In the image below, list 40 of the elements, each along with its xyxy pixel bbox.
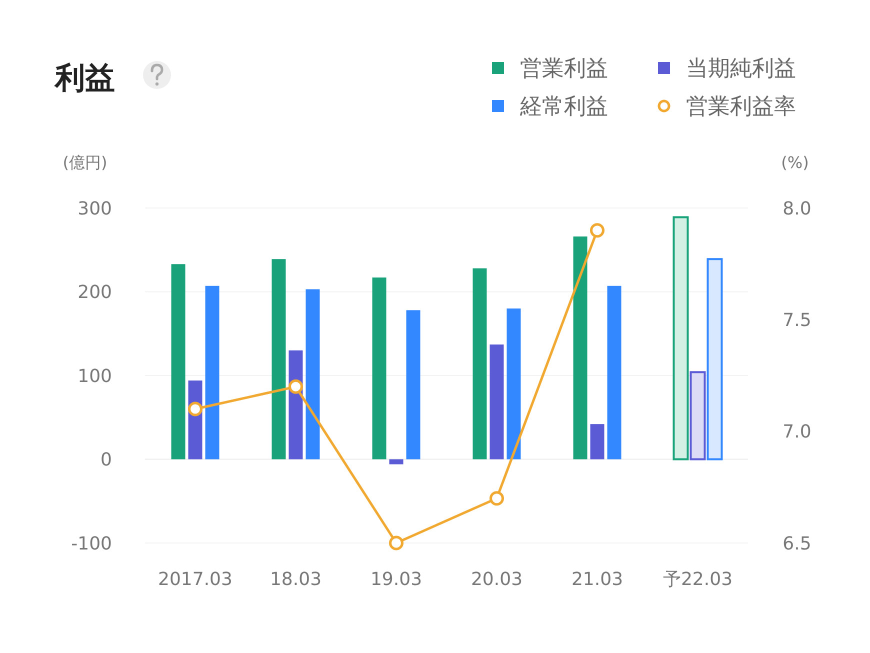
legend-label: 当期純利益 [686,56,796,82]
legend-label: 経常利益 [519,94,608,120]
point [288,379,303,394]
bar [306,289,320,460]
x-tick-label: 19.03 [370,569,422,590]
bar [490,344,504,460]
y2-tick-label: 8.0 [782,198,812,220]
y2-tick-label: 7.5 [782,310,812,331]
y-tick-label: -100 [71,533,112,554]
y-tick-label: 0 [100,450,112,471]
y-tick-label: 200 [78,282,112,304]
bar [372,278,386,460]
point [188,402,202,416]
bar [205,286,220,460]
y-tick-label: 300 [78,198,112,220]
y2-tick-label: 7.0 [782,422,812,443]
legend-label: 営業利益 [520,56,608,82]
y2-tick-label: 6.5 [782,533,812,554]
bar [406,310,420,460]
bar [171,264,186,460]
x-tick-label: 20.03 [470,569,523,590]
x-tick-label: 21.03 [571,569,624,590]
x-tick-label: 18.03 [270,569,322,590]
x-tick-label: 2017.03 [158,569,232,590]
y2-axis-title: (%) [781,153,809,172]
bar [607,286,622,460]
point [389,536,404,550]
bar [573,236,588,460]
bar [472,268,487,460]
bar [272,259,286,460]
chart-title: 利益 [54,61,115,96]
point [490,491,504,506]
point [590,223,604,238]
y-axis-title: (億円) [62,153,108,172]
bar [506,308,521,460]
bar [389,459,404,464]
y-tick-label: 100 [78,366,112,387]
bar [590,424,604,460]
x-tick-label: 予22.03 [662,569,733,590]
legend-label: 営業利益率 [686,94,796,120]
